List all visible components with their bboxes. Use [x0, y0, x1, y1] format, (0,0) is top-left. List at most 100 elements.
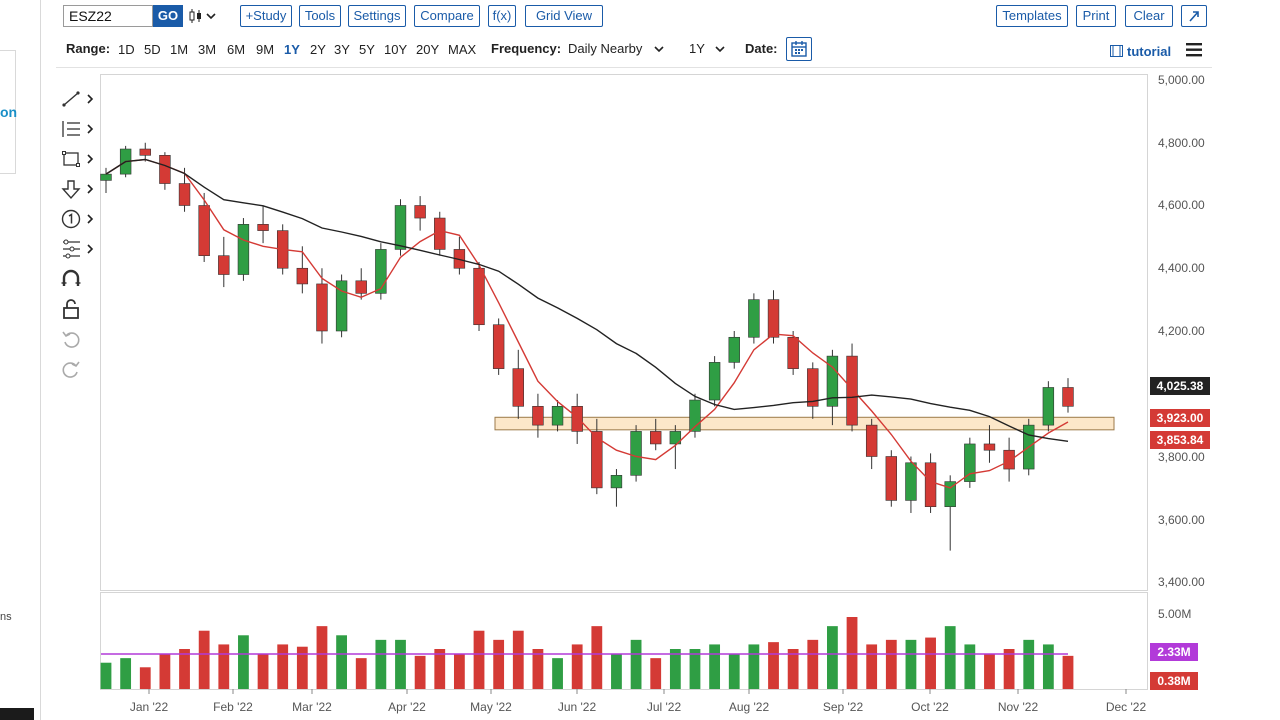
line-tool[interactable] [58, 88, 98, 110]
x-tick-label: Mar '22 [292, 700, 332, 714]
volume-bar [355, 658, 367, 689]
compare-button[interactable]: Compare [414, 5, 480, 27]
volume-bar [787, 649, 799, 689]
chevron-right-icon [87, 124, 94, 134]
expand-button[interactable] [1181, 5, 1207, 27]
toolbar-divider [56, 67, 1212, 68]
candle-body [335, 280, 348, 332]
range-5d[interactable]: 5D [144, 42, 161, 57]
chevron-right-icon [87, 244, 94, 254]
arrow-tool[interactable] [58, 178, 98, 200]
redo-tool[interactable] [58, 358, 98, 380]
range-6m[interactable]: 6M [227, 42, 246, 57]
range-label: Range: [66, 41, 111, 56]
chart-type-selector[interactable] [188, 7, 220, 25]
volume-label-box [1150, 643, 1198, 661]
y-tick-label: 4,600.00 [1158, 198, 1205, 212]
range-3y[interactable]: 3Y [334, 42, 350, 57]
frequency-select[interactable]: Daily Nearby [568, 41, 643, 56]
volume-bar [1062, 655, 1074, 689]
range-2y[interactable]: 2Y [310, 42, 326, 57]
chevron-down-icon[interactable] [715, 44, 725, 54]
volume-bar [257, 653, 269, 689]
ma-fast-line [105, 158, 1069, 489]
candle-body [865, 424, 878, 457]
fx-button[interactable]: f(x) [488, 5, 516, 27]
measure-tool[interactable] [58, 238, 98, 260]
ma-slow-line [105, 158, 1069, 442]
volume-bar [748, 644, 760, 689]
arrow-tool-icon [61, 180, 81, 200]
candle-body [375, 249, 387, 294]
number-tool[interactable] [58, 208, 98, 230]
volume-bar [139, 667, 151, 689]
go-button[interactable]: GO [153, 5, 183, 27]
shape-tool[interactable] [58, 148, 98, 170]
candle-body [787, 336, 799, 369]
candle-body [473, 267, 485, 326]
range-20y[interactable]: 20Y [416, 42, 440, 57]
moving-averages [105, 158, 1069, 489]
top-toolbar: GO +Study Tools Settings Compare f(x) Gr… [56, 4, 1212, 30]
tutorial-icon[interactable] [1110, 45, 1123, 57]
tutorial-link[interactable]: tutorial [1127, 44, 1172, 59]
x-tick-label: Nov '22 [998, 700, 1039, 714]
range-1y[interactable]: 1Y [284, 42, 300, 57]
volume-bar [885, 639, 897, 689]
volume-bar [846, 617, 858, 689]
y-tick-label: 3,800.00 [1158, 450, 1205, 464]
settings-button[interactable]: Settings [348, 5, 406, 27]
range-5y[interactable]: 5Y [359, 42, 375, 57]
candle-body [610, 475, 623, 489]
range-bar: Range: 1D 5D 1M 3M 6M 9M 1Y 2Y 3Y 5Y 10Y… [56, 36, 1212, 64]
range-10y[interactable]: 10Y [384, 42, 408, 57]
range-max[interactable]: MAX [448, 42, 477, 57]
range-3m[interactable]: 3M [198, 42, 217, 57]
date-picker-button[interactable] [786, 37, 812, 61]
range-1d[interactable]: 1D [118, 42, 135, 57]
grid-view-button[interactable]: Grid View [525, 5, 603, 27]
magnet-icon [61, 269, 81, 286]
candle-body [139, 148, 151, 156]
volume-bar [709, 644, 721, 689]
candle-body [237, 224, 250, 275]
candle-body [885, 456, 898, 501]
volume-bar [964, 644, 976, 689]
clear-button[interactable]: Clear [1125, 5, 1173, 27]
volume-bar [218, 644, 230, 689]
x-tick-label: Oct '22 [911, 700, 949, 714]
volume-bar [198, 630, 210, 689]
undo-icon [62, 331, 80, 348]
candle-body [650, 431, 662, 445]
range-1m[interactable]: 1M [170, 42, 189, 57]
candle-body [807, 368, 819, 407]
candle-body [846, 355, 858, 426]
volume-bar [159, 653, 171, 689]
print-button[interactable]: Print [1076, 5, 1116, 27]
chevron-down-icon[interactable] [654, 44, 664, 54]
range-9m[interactable]: 9M [256, 42, 275, 57]
support-zone-rect[interactable] [494, 416, 1115, 431]
support-zone[interactable] [494, 416, 1115, 431]
volume-label: 0.38M [1157, 674, 1190, 688]
volume-bar [630, 639, 642, 689]
expand-icon [1189, 11, 1199, 22]
undo-tool[interactable] [58, 328, 98, 350]
x-tick-label: Sep '22 [823, 700, 864, 714]
candle-body [983, 443, 996, 451]
period-select[interactable]: 1Y [689, 41, 705, 56]
x-tick-label: Jan '22 [130, 700, 169, 714]
symbol-input[interactable] [63, 5, 153, 27]
price-label: 3,853.84 [1157, 433, 1204, 447]
magnet-tool[interactable] [58, 268, 98, 290]
left-card [0, 50, 16, 174]
y-tick-label: 4,800.00 [1158, 136, 1205, 150]
add-study-button[interactable]: +Study [240, 5, 292, 27]
lock-tool[interactable] [58, 298, 98, 320]
y-tick-label: 3,600.00 [1158, 513, 1205, 527]
tools-button[interactable]: Tools [299, 5, 341, 27]
menu-icon[interactable] [1186, 43, 1202, 57]
fib-tool[interactable] [58, 118, 98, 140]
templates-button[interactable]: Templates [996, 5, 1068, 27]
